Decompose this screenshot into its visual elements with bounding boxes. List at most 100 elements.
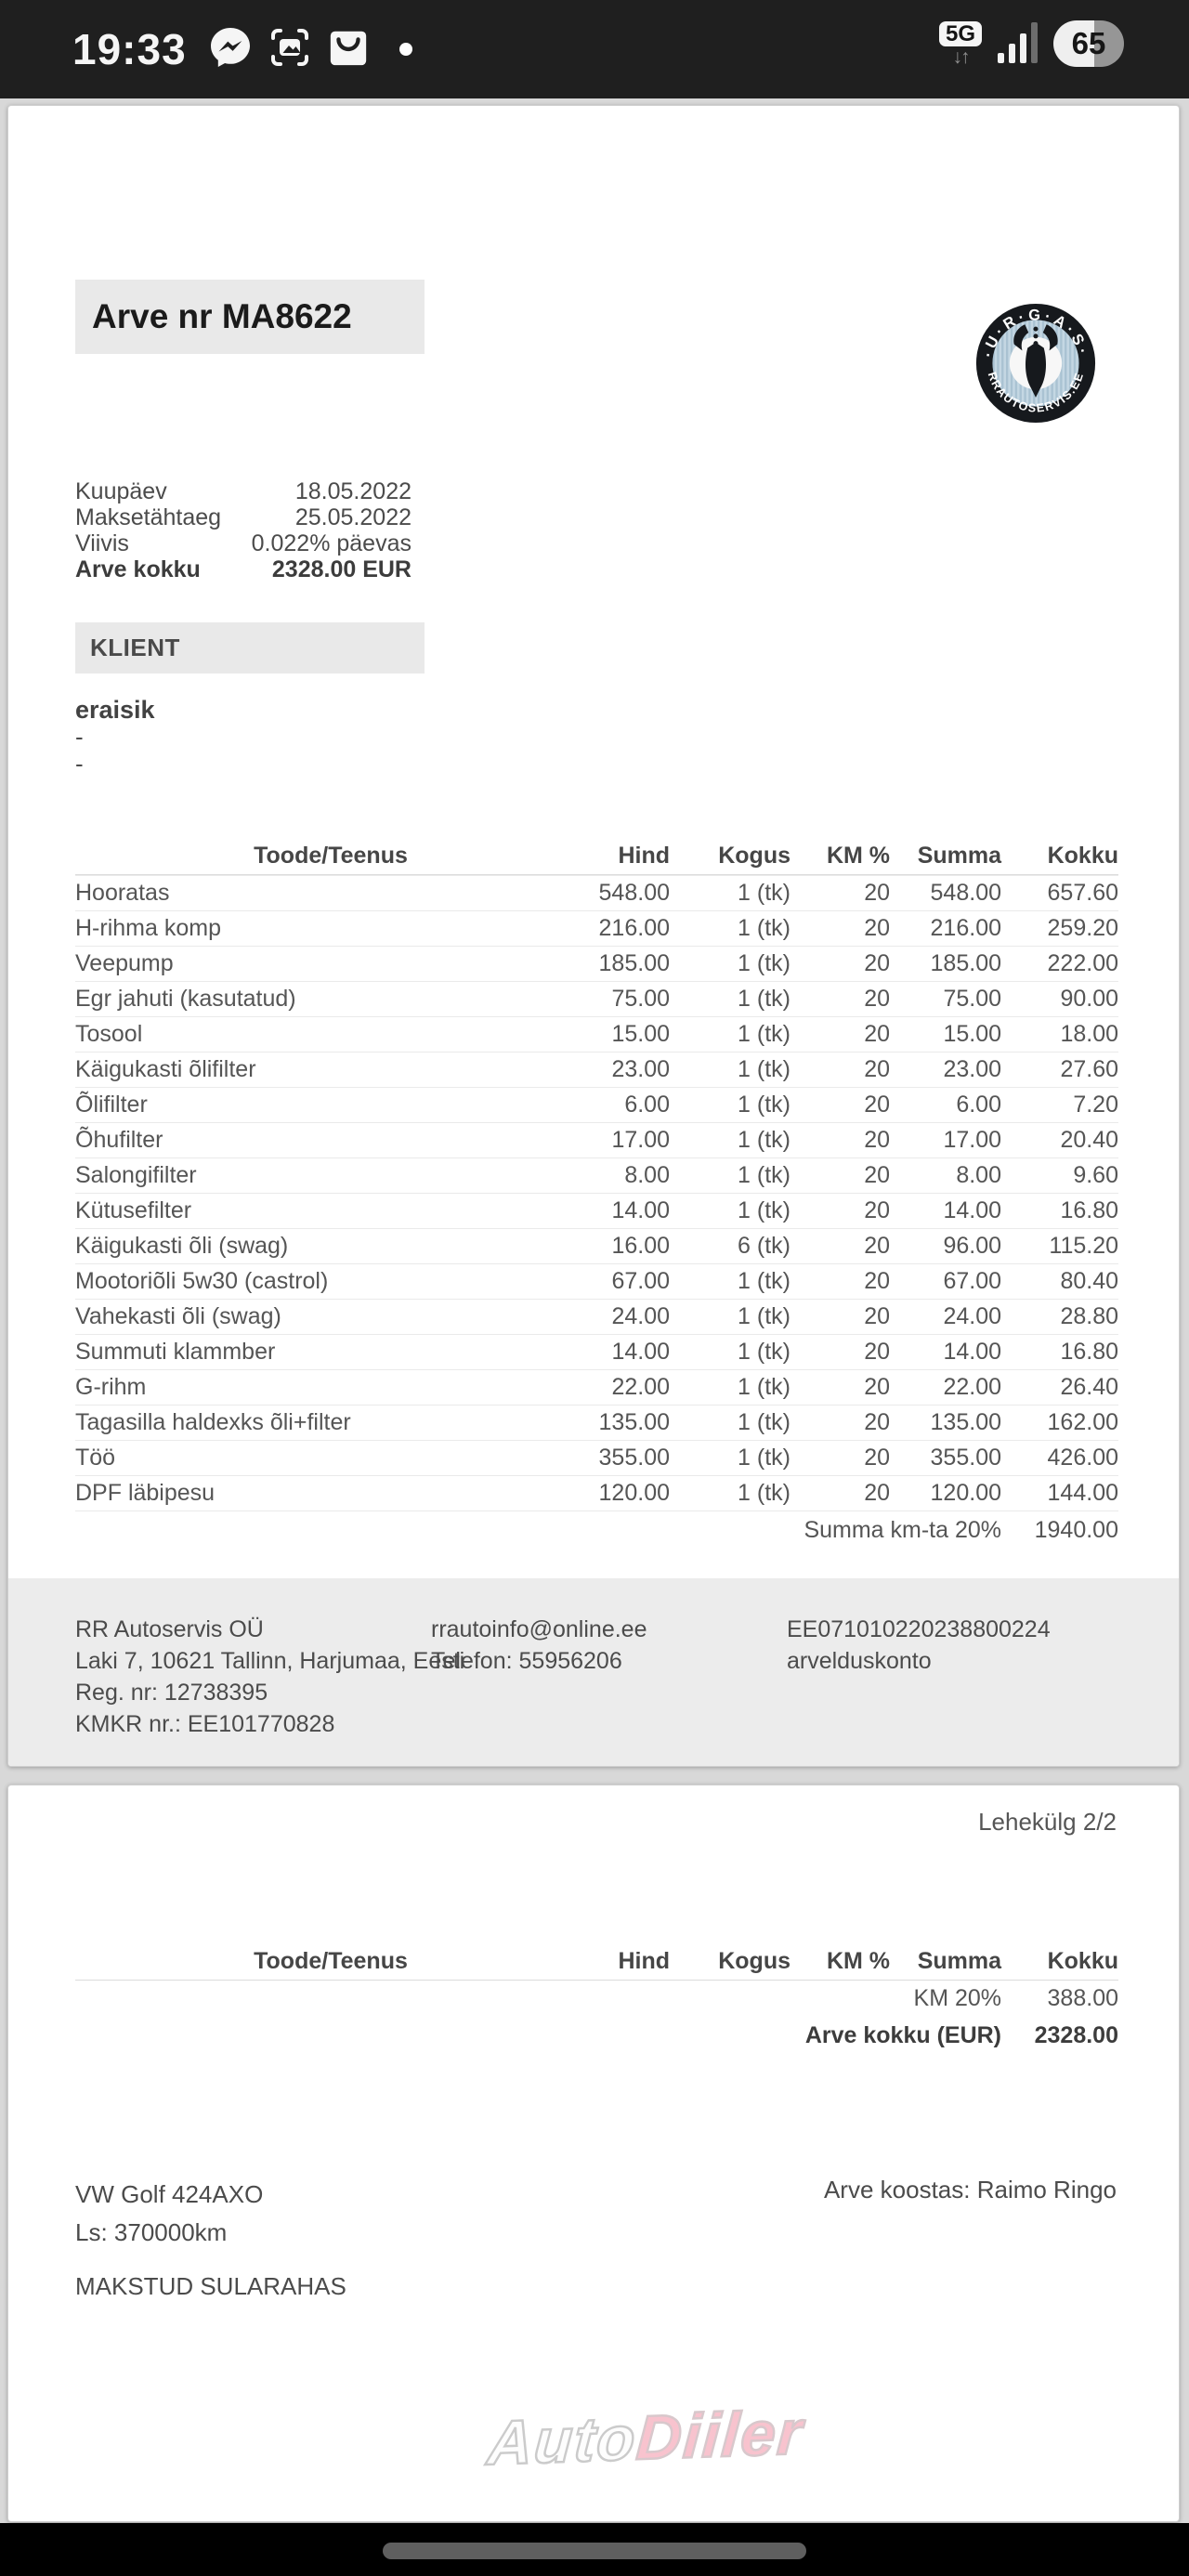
- item-quantity-cell: 1 (tk): [738, 1374, 790, 1400]
- status-bar: 19:33 5G ↓↑: [0, 0, 1189, 98]
- item-vat-cell: 20: [864, 1021, 890, 1047]
- battery-percent: 65: [1071, 26, 1106, 60]
- footer-line: Laki 7, 10621 Tallinn, Harjumaa, Eesti: [75, 1648, 465, 1674]
- invoice-page-2: Lehekülg 2/2 Toode/Teenus Hind Kogus KM …: [7, 1785, 1180, 2522]
- item-total-cell: 426.00: [1047, 1445, 1118, 1471]
- col-header-km: KM %: [826, 843, 890, 869]
- item-total-cell: 16.80: [1060, 1197, 1118, 1223]
- footer-line: rrautoinfo@online.ee: [431, 1616, 647, 1642]
- meta-row: Viivis 0.022% päevas: [75, 530, 412, 556]
- item-vat-cell: 20: [864, 1480, 890, 1506]
- item-vat-cell: 20: [864, 915, 890, 941]
- item-vat-cell: 20: [864, 1445, 890, 1471]
- table-header-row: Toode/Teenus Hind Kogus KM % Summa Kokku: [75, 1943, 1118, 1981]
- item-name-cell: Tagasilla haldexks õli+filter: [75, 1409, 351, 1435]
- table-header-row: Toode/Teenus Hind Kogus KM % Summa Kokku: [75, 838, 1118, 875]
- item-quantity-cell: 1 (tk): [738, 1092, 790, 1118]
- meta-label: Kuupäev: [75, 478, 167, 504]
- meta-label: Arve kokku: [75, 556, 201, 582]
- watermark-auto: Auto: [484, 2402, 640, 2479]
- table-row: Hooratas 548.00 1 (tk) 20 548.00 657.60: [75, 875, 1118, 910]
- item-quantity-cell: 1 (tk): [738, 1303, 790, 1329]
- item-total-cell: 657.60: [1047, 880, 1118, 906]
- item-total-cell: 7.20: [1073, 1092, 1118, 1118]
- network-indicator: 5G ↓↑: [938, 20, 982, 67]
- clock: 19:33: [72, 25, 187, 73]
- grand-total-row: Arve kokku (EUR) 2328.00: [75, 2017, 1118, 2055]
- item-sum-cell: 24.00: [943, 1303, 1001, 1329]
- item-price-cell: 120.00: [598, 1480, 670, 1506]
- item-sum-cell: 185.00: [930, 950, 1001, 976]
- item-sum-cell: 355.00: [930, 1445, 1001, 1471]
- col-header-kogus: Kogus: [718, 843, 790, 869]
- watermark-diiler: Diiler: [634, 2397, 807, 2475]
- item-sum-cell: 14.00: [943, 1197, 1001, 1223]
- item-total-cell: 162.00: [1047, 1409, 1118, 1435]
- col-header-toode: Toode/Teenus: [254, 1948, 408, 1974]
- col-header-kokku: Kokku: [1047, 1948, 1118, 1974]
- item-vat-cell: 20: [864, 1233, 890, 1259]
- invoice-page-1: Arve nr MA8622 ·U·R·G·A·S· RRAUTOSERVIS.…: [7, 105, 1180, 1767]
- item-name-cell: Käigukasti õlifilter: [75, 1056, 256, 1082]
- item-price-cell: 135.00: [598, 1409, 670, 1435]
- shop-bag-icon: [327, 26, 370, 73]
- footer-line: Telefon: 55956206: [431, 1648, 622, 1674]
- footer-line: Reg. nr: 12738395: [75, 1680, 268, 1706]
- item-name-cell: Vahekasti õli (swag): [75, 1303, 281, 1329]
- item-vat-cell: 20: [864, 986, 890, 1012]
- col-header-summa: Summa: [917, 1948, 1001, 1974]
- item-sum-cell: 120.00: [930, 1480, 1001, 1506]
- item-vat-cell: 20: [864, 950, 890, 976]
- autodiiler-watermark: AutoDiiler: [484, 2397, 807, 2480]
- item-price-cell: 185.00: [598, 950, 670, 976]
- battery-indicator: 65: [1053, 20, 1124, 67]
- notification-dot: [399, 43, 412, 56]
- table-row: G-rihm 22.00 1 (tk) 20 22.00 26.40: [75, 1369, 1118, 1405]
- table-row: Vahekasti õli (swag) 24.00 1 (tk) 20 24.…: [75, 1299, 1118, 1334]
- company-footer: RR Autoservis OÜ Laki 7, 10621 Tallinn, H…: [8, 1578, 1179, 1766]
- items-table: Toode/Teenus Hind Kogus KM % Summa Kokku…: [75, 838, 1118, 1550]
- network-type-badge: 5G: [938, 20, 982, 46]
- item-name-cell: DPF läbipesu: [75, 1480, 216, 1506]
- home-indicator[interactable]: [383, 2543, 806, 2559]
- screen-capture-icon: [268, 25, 312, 74]
- col-header-kogus: Kogus: [718, 1948, 790, 1974]
- col-header-km: KM %: [826, 1948, 890, 1974]
- table-row: Tosool 15.00 1 (tk) 20 15.00 18.00: [75, 1016, 1118, 1052]
- item-vat-cell: 20: [864, 1056, 890, 1082]
- item-name-cell: Hooratas: [75, 880, 170, 906]
- company-logo: ·U·R·G·A·S· RRAUTOSERVIS.EE: [974, 302, 1097, 425]
- item-sum-cell: 75.00: [943, 986, 1001, 1012]
- item-price-cell: 216.00: [598, 915, 670, 941]
- item-total-cell: 28.80: [1060, 1303, 1118, 1329]
- item-name-cell: Summuti klammber: [75, 1339, 276, 1365]
- item-quantity-cell: 1 (tk): [738, 1339, 790, 1365]
- table-row: Salongifilter 8.00 1 (tk) 20 8.00 9.60: [75, 1157, 1118, 1193]
- item-name-cell: Õhufilter: [75, 1127, 163, 1153]
- client-info: eraisik - -: [75, 697, 155, 778]
- item-quantity-cell: 1 (tk): [738, 1127, 790, 1153]
- table-row: Veepump 185.00 1 (tk) 20 185.00 222.00: [75, 946, 1118, 981]
- item-price-cell: 14.00: [611, 1197, 670, 1223]
- item-total-cell: 90.00: [1060, 986, 1118, 1012]
- item-sum-cell: 96.00: [943, 1233, 1001, 1259]
- table-row: Summuti klammber 14.00 1 (tk) 20 14.00 1…: [75, 1334, 1118, 1369]
- item-quantity-cell: 1 (tk): [738, 1056, 790, 1082]
- item-sum-cell: 548.00: [930, 880, 1001, 906]
- item-price-cell: 355.00: [598, 1445, 670, 1471]
- item-name-cell: Veepump: [75, 950, 174, 976]
- vat-row: KM 20% 388.00: [75, 1981, 1118, 2017]
- item-total-cell: 80.40: [1060, 1268, 1118, 1294]
- item-vat-cell: 20: [864, 1303, 890, 1329]
- meta-value: 0.022% päevas: [251, 530, 412, 556]
- item-name-cell: Töö: [75, 1445, 116, 1471]
- client-heading: KLIENT: [75, 622, 425, 673]
- item-price-cell: 67.00: [611, 1268, 670, 1294]
- item-vat-cell: 20: [864, 880, 890, 906]
- invoice-meta: Kuupäev 18.05.2022 Maksetähtaeg 25.05.20…: [75, 478, 412, 582]
- item-sum-cell: 22.00: [943, 1374, 1001, 1400]
- grand-total-label: Arve kokku (EUR): [804, 2022, 1001, 2048]
- item-sum-cell: 135.00: [930, 1409, 1001, 1435]
- item-price-cell: 6.00: [624, 1092, 670, 1118]
- meta-label: Maksetähtaeg: [75, 504, 222, 530]
